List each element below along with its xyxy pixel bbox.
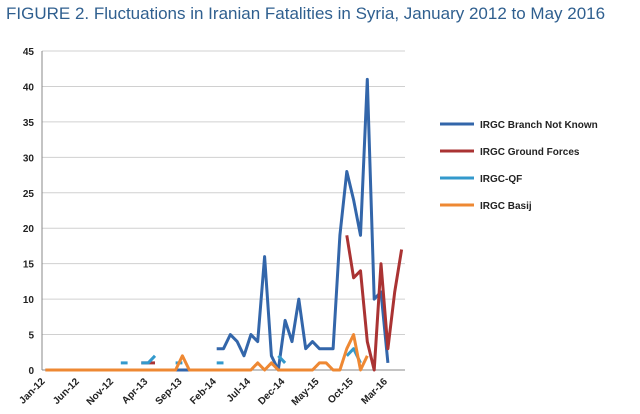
legend-label-irgc-qf: IRGC-QF bbox=[480, 174, 522, 185]
series-line-irgc-ground-forces bbox=[345, 235, 404, 372]
x-tick-label: Jun-12 bbox=[51, 376, 82, 407]
series-line-irgc-qf bbox=[277, 354, 287, 364]
x-tick-label: Jan-12 bbox=[17, 376, 47, 406]
legend-label-irgc-basij: IRGC Basij bbox=[480, 201, 532, 212]
x-tick-label: Feb-14 bbox=[188, 376, 219, 407]
x-tick-label: Jul-14 bbox=[225, 376, 254, 405]
chart-title: FIGURE 2. Fluctuations in Iranian Fatali… bbox=[6, 4, 606, 23]
series-line-irgc-branch-not-known bbox=[216, 77, 390, 372]
y-tick-label: 15 bbox=[23, 260, 35, 271]
y-tick-label: 0 bbox=[28, 366, 34, 377]
legend-label-irgc-branch-not-known: IRGC Branch Not Known bbox=[480, 120, 598, 131]
y-tick-label: 10 bbox=[23, 295, 35, 306]
x-tick-label: Oct-15 bbox=[326, 376, 356, 406]
series-line-irgc-qf bbox=[141, 354, 157, 365]
y-tick-label: 5 bbox=[28, 331, 34, 342]
x-tick-label: May-15 bbox=[290, 376, 322, 408]
x-tick-label: Nov-12 bbox=[85, 376, 117, 408]
x-tick-label: Mar-16 bbox=[359, 376, 390, 407]
y-tick-label: 20 bbox=[23, 224, 35, 235]
x-tick-label: Apr-13 bbox=[120, 376, 150, 406]
y-tick-label: 45 bbox=[23, 47, 35, 58]
x-tick-label: Dec-14 bbox=[256, 376, 287, 407]
y-tick-label: 25 bbox=[23, 189, 35, 200]
series-line-irgc-basij bbox=[45, 333, 369, 372]
legend-label-irgc-ground-forces: IRGC Ground Forces bbox=[480, 147, 580, 158]
x-tick-label: Sep-13 bbox=[154, 376, 185, 407]
y-tick-label: 30 bbox=[23, 153, 35, 164]
y-tick-label: 40 bbox=[23, 82, 35, 93]
y-tick-label: 35 bbox=[23, 118, 35, 129]
